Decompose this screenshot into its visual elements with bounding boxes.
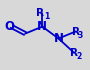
Text: 1: 1 <box>45 12 50 21</box>
Text: 3: 3 <box>78 31 83 40</box>
Text: R: R <box>72 27 80 36</box>
Text: R: R <box>70 48 78 57</box>
Text: N: N <box>53 32 64 45</box>
Text: 2: 2 <box>76 52 81 61</box>
Text: R: R <box>37 8 44 18</box>
Text: O: O <box>4 20 14 33</box>
Text: N: N <box>37 20 47 33</box>
